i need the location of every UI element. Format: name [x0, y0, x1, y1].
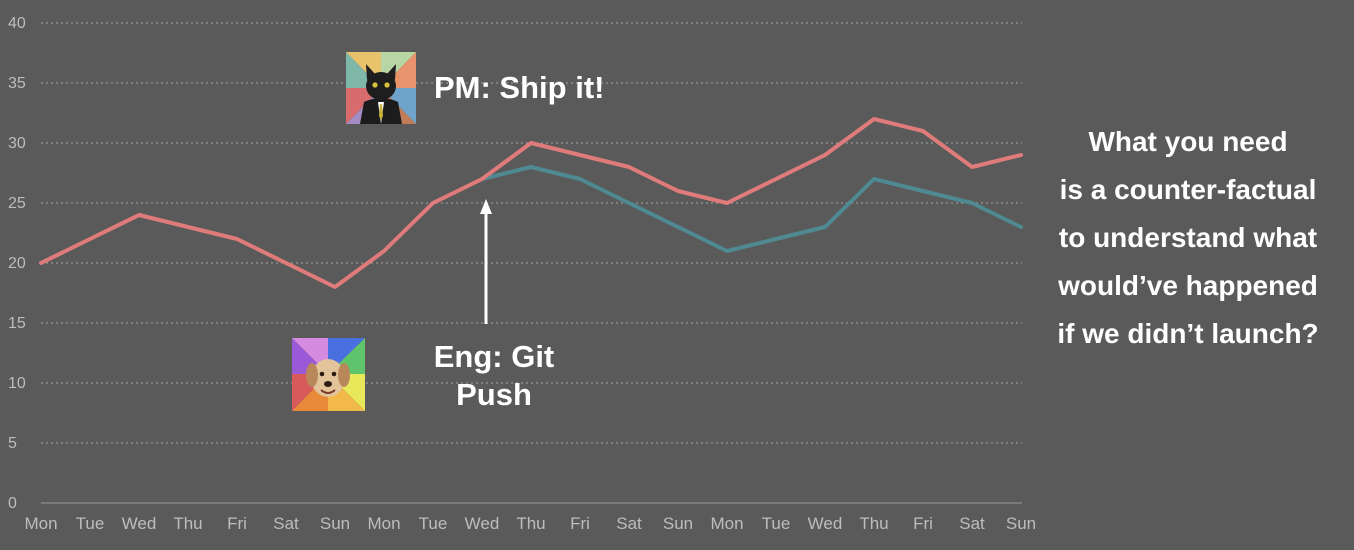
x-tick-label: Mon: [24, 514, 57, 533]
chart-series: [39, 117, 1023, 289]
x-tick-label: Wed: [122, 514, 157, 533]
eng-annotation-line1: Eng: Git: [433, 339, 555, 374]
y-tick-label: 25: [8, 195, 26, 212]
y-tick-label: 20: [8, 255, 26, 272]
x-tick-label: Sat: [959, 514, 985, 533]
push-arrow: [480, 199, 492, 324]
series-line-actual: [39, 117, 1023, 289]
x-tick-label: Tue: [76, 514, 105, 533]
chart-grid: [41, 22, 1022, 504]
y-tick-label: 0: [8, 495, 17, 512]
advice-dog-icon: [292, 338, 365, 411]
series-line-counterfactual: [480, 165, 1023, 253]
x-tick-label: Sat: [616, 514, 642, 533]
eng-annotation: Eng: Git Push: [412, 338, 576, 414]
x-tick-label: Wed: [465, 514, 500, 533]
note-line: would’ve happened: [1058, 270, 1318, 301]
x-tick-label: Fri: [227, 514, 247, 533]
note-line: is a counter-factual: [1059, 174, 1317, 205]
note-line: What you need: [1088, 126, 1288, 157]
y-axis-ticks: 0 5 10 15 20 25 30 35 40: [8, 15, 26, 512]
x-tick-label: Thu: [859, 514, 888, 533]
x-tick-label: Tue: [419, 514, 448, 533]
x-tick-label: Sun: [320, 514, 350, 533]
x-tick-label: Fri: [913, 514, 933, 533]
x-tick-label: Sun: [663, 514, 693, 533]
x-axis-ticks: Mon Tue Wed Thu Fri Sat Sun Mon Tue Wed Thu Fri Sat S…: [24, 514, 1036, 533]
note-line: if we didn’t launch?: [1057, 318, 1319, 349]
note-line: to understand what: [1058, 222, 1318, 253]
x-tick-label: Sun: [1006, 514, 1036, 533]
x-tick-label: Mon: [710, 514, 743, 533]
pm-annotation: PM: Ship it!: [434, 70, 605, 105]
y-tick-label: 10: [8, 375, 26, 392]
business-cat-icon: [346, 52, 416, 124]
x-tick-label: Tue: [762, 514, 791, 533]
x-tick-label: Fri: [570, 514, 590, 533]
x-tick-label: Sat: [273, 514, 299, 533]
y-tick-label: 5: [8, 435, 17, 452]
x-tick-label: Thu: [173, 514, 202, 533]
y-tick-label: 40: [8, 15, 26, 32]
x-tick-label: Thu: [516, 514, 545, 533]
counterfactual-note: What you need is a counter-factual to un…: [1038, 118, 1338, 358]
y-tick-label: 35: [8, 75, 26, 92]
y-tick-label: 30: [8, 135, 26, 152]
x-tick-label: Mon: [367, 514, 400, 533]
eng-annotation-line2: Push: [456, 377, 532, 412]
y-tick-label: 15: [8, 315, 26, 332]
x-tick-label: Wed: [808, 514, 843, 533]
